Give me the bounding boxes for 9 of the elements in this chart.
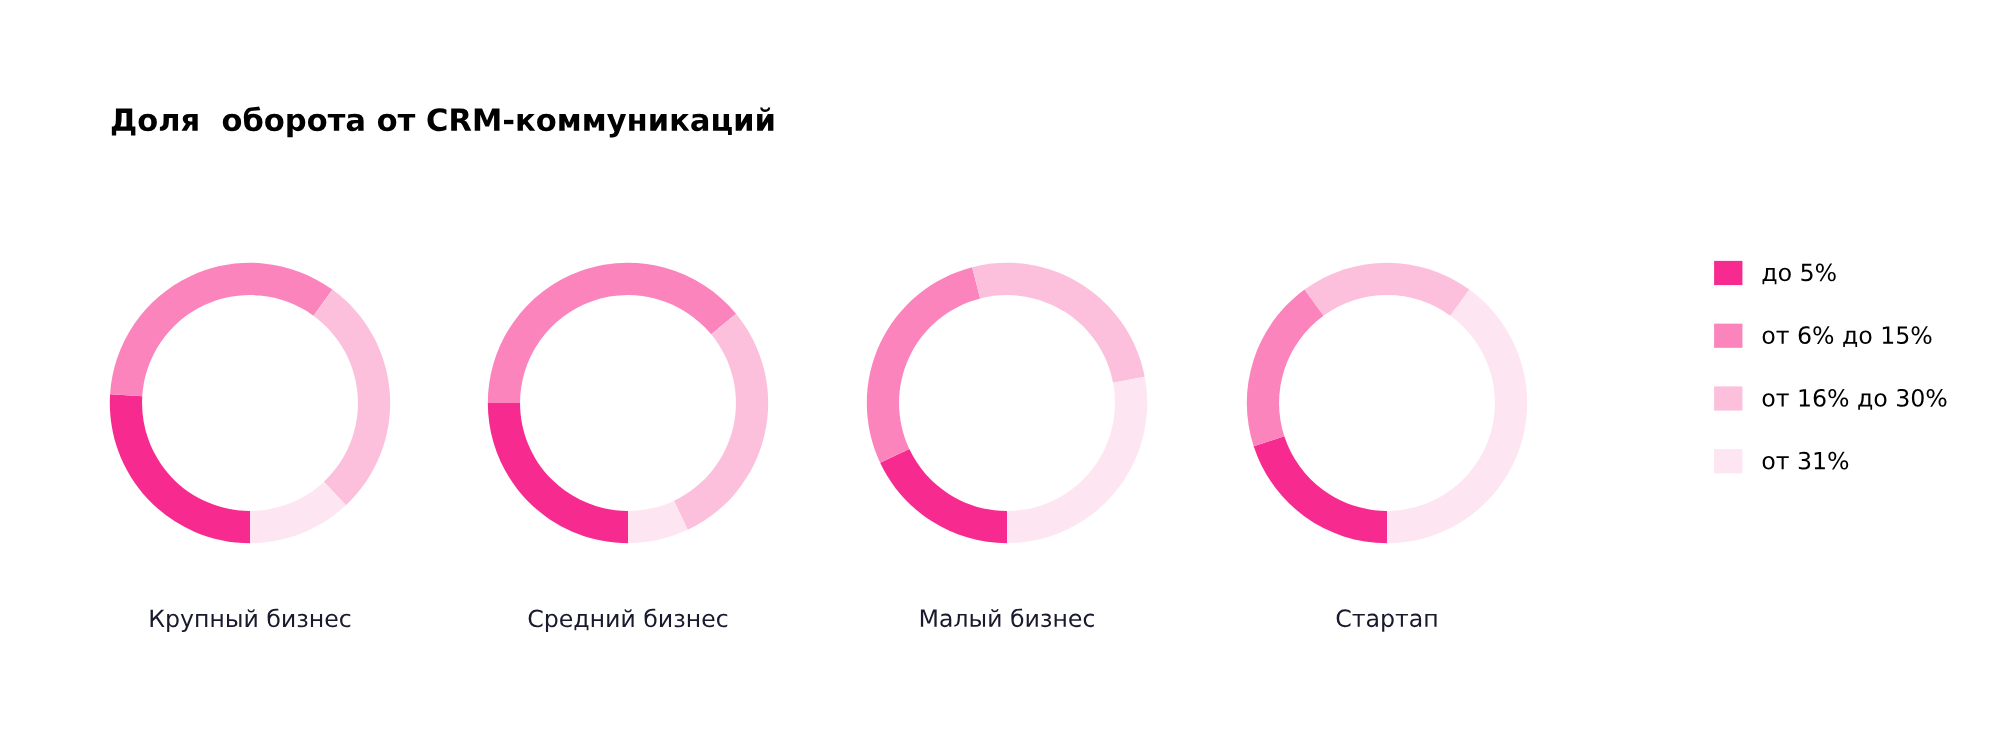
slice-label: Стартап xyxy=(1336,609,1437,632)
legend-label: от 31% xyxy=(1762,451,1849,470)
slice-label: Малый бизнес xyxy=(920,608,1094,628)
legend-label: от 6% до 15% xyxy=(1762,326,1932,347)
legend-label: до 5% xyxy=(1762,263,1836,285)
legend-label: от 16% до 30% xyxy=(1762,388,1947,410)
chart-title: Доля оборота от CRM-коммуникаций xyxy=(111,106,774,138)
slice-label: Средний бизнес xyxy=(528,608,728,632)
slice-label: Крупный бизнес xyxy=(150,608,351,632)
